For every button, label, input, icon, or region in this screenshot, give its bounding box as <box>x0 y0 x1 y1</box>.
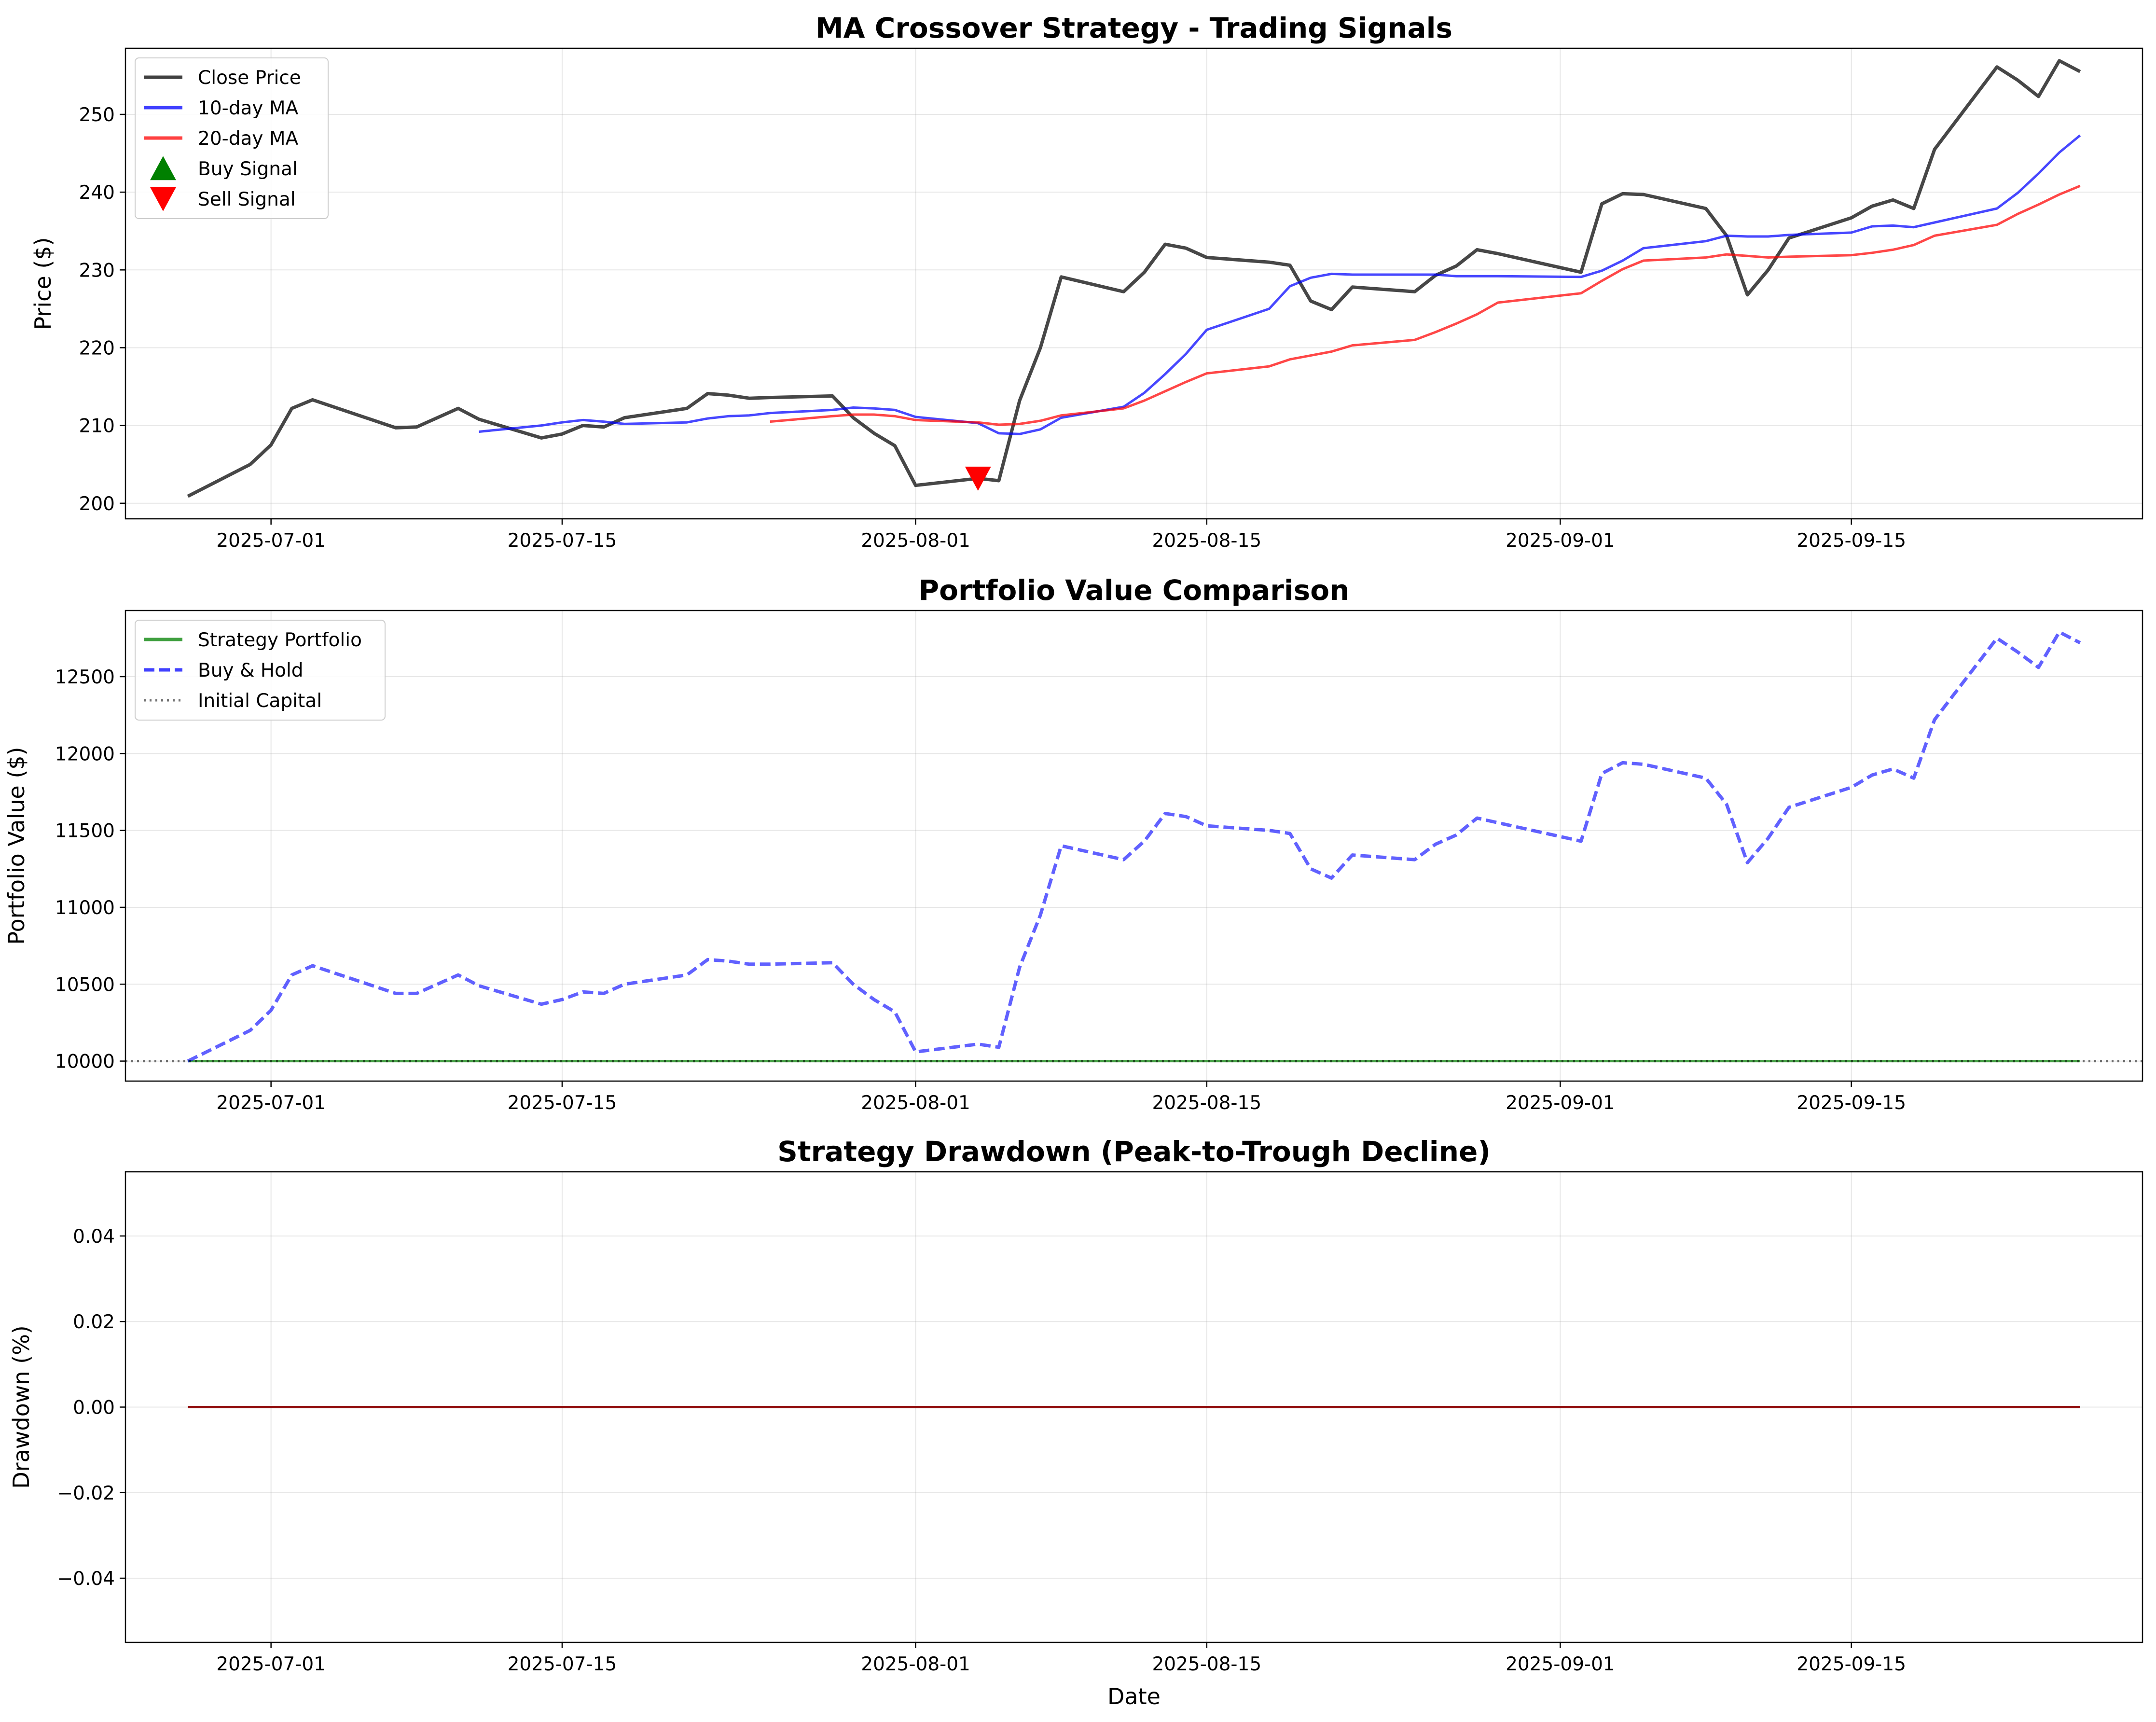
y-tick-label: 12500 <box>55 667 115 688</box>
y-tick-label: 200 <box>79 493 115 515</box>
x-axis-label: Date <box>1107 1683 1161 1709</box>
legend-label: Sell Signal <box>198 189 296 210</box>
x-tick-label: 2025-07-15 <box>508 1653 617 1675</box>
x-tick-label: 2025-09-15 <box>1797 1653 1906 1675</box>
legend-label: Initial Capital <box>198 690 322 712</box>
chart-title: Portfolio Value Comparison <box>919 574 1350 607</box>
y-tick-label: 0.00 <box>73 1397 115 1419</box>
x-tick-label: 2025-09-01 <box>1506 530 1615 552</box>
x-tick-label: 2025-07-01 <box>216 1653 326 1675</box>
legend-label: Buy Signal <box>198 158 298 180</box>
legend-label: 20-day MA <box>198 128 298 150</box>
y-tick-label: −0.04 <box>57 1568 115 1590</box>
x-tick-label: 2025-09-01 <box>1506 1092 1615 1114</box>
y-tick-label: 210 <box>79 416 115 437</box>
plot-area <box>187 59 2081 498</box>
series-line-close-price <box>187 59 2081 498</box>
legend: Close Price 10-day MA 20-day MA Buy Signal S… <box>135 57 329 219</box>
y-tick-label: 0.04 <box>73 1226 115 1248</box>
panel-3: 2025-07-01 2025-07-15 2025-08-01 2025-08-15… <box>8 1135 2143 1709</box>
y-tick-label: 10500 <box>55 974 115 996</box>
legend-marker <box>150 187 176 211</box>
y-axis-label: Portfolio Value ($) <box>3 747 29 945</box>
y-tick-label: 11500 <box>55 820 115 842</box>
y-tick-label: 11000 <box>55 897 115 919</box>
signal-marker <box>965 466 991 491</box>
plot-area <box>125 630 2142 1063</box>
legend-box <box>135 620 386 721</box>
grid <box>125 611 2142 1081</box>
y-axis-label: Drawdown (%) <box>8 1325 34 1489</box>
axes-frame <box>124 47 2143 520</box>
legend-label: Strategy Portfolio <box>198 629 362 651</box>
y-tick-label: 10000 <box>55 1051 115 1073</box>
x-tick-label: 2025-08-01 <box>861 530 970 552</box>
x-tick-label: 2025-07-01 <box>216 530 326 552</box>
x-tick-label: 2025-08-15 <box>1152 1092 1261 1114</box>
x-tick-label: 2025-08-01 <box>861 1092 970 1114</box>
y-tick-label: 220 <box>79 337 115 359</box>
x-tick-label: 2025-08-01 <box>861 1653 970 1675</box>
chart-title: MA Crossover Strategy - Trading Signals <box>815 12 1452 44</box>
legend-box <box>135 57 329 219</box>
y-tick-label: 240 <box>79 182 115 204</box>
legend: Strategy Portfolio Buy & Hold Initial Capi… <box>135 620 386 721</box>
grid <box>125 48 2142 519</box>
axes-frame <box>124 610 2143 1082</box>
legend-marker <box>150 156 176 181</box>
x-tick-label: 2025-08-15 <box>1152 530 1261 552</box>
x-tick-label: 2025-08-15 <box>1152 1653 1261 1675</box>
series-line-20-day-ma <box>770 184 2081 426</box>
y-tick-label: −0.02 <box>57 1483 115 1504</box>
y-axis-label: Price ($) <box>30 237 56 330</box>
x-tick-label: 2025-09-15 <box>1797 1092 1906 1114</box>
x-tick-label: 2025-09-01 <box>1506 1653 1615 1675</box>
x-tick-label: 2025-07-01 <box>216 1092 326 1114</box>
series-line-buy-hold <box>187 630 2081 1063</box>
legend-label: Buy & Hold <box>198 660 304 681</box>
y-tick-label: 250 <box>79 104 115 126</box>
y-tick-label: 230 <box>79 260 115 281</box>
legend-label: 10-day MA <box>198 97 298 119</box>
y-tick-label: 0.02 <box>73 1311 115 1333</box>
y-tick-label: 12000 <box>55 743 115 765</box>
x-tick-label: 2025-07-15 <box>508 530 617 552</box>
panel-2: 2025-07-01 2025-07-15 2025-08-01 2025-08-15… <box>3 574 2143 1114</box>
x-tick-label: 2025-07-15 <box>508 1092 617 1114</box>
legend-label: Close Price <box>198 67 301 89</box>
panel-1: 2025-07-01 2025-07-15 2025-08-01 2025-08-15… <box>30 12 2143 552</box>
x-tick-label: 2025-09-15 <box>1797 530 1906 552</box>
series-line-10-day-ma <box>479 134 2081 435</box>
chart-title: Strategy Drawdown (Peak-to-Trough Declin… <box>777 1135 1491 1168</box>
